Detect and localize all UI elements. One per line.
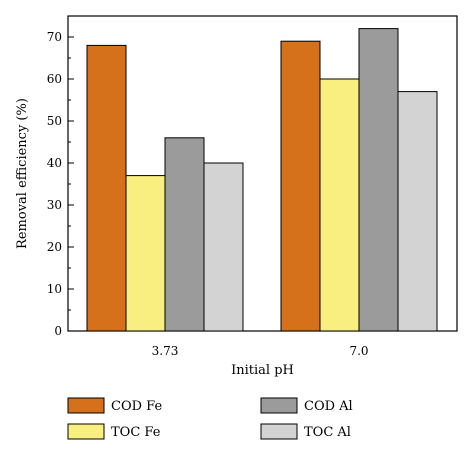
bars	[86, 28, 438, 332]
x-axis-title: Initial pH	[231, 363, 294, 378]
bar-cod-fe-3_73	[86, 44, 127, 332]
bar-cod-al-7_0	[358, 28, 399, 332]
y-tick-label: 20	[47, 240, 62, 254]
y-tick-label: 30	[47, 198, 62, 212]
bar-toc-fe-3_73	[125, 175, 166, 332]
y-tick-label: 70	[47, 30, 62, 44]
plot-frame	[67, 15, 458, 332]
legend-label-toc-fe: TOC Fe	[111, 425, 161, 440]
legend-swatch-cod-fe	[67, 397, 105, 414]
legend-label-cod-fe: COD Fe	[111, 399, 162, 414]
y-axis-title: Removal efficiency (%)	[15, 98, 30, 249]
y-tick-label: 0	[54, 324, 62, 338]
y-tick-label: 60	[47, 72, 62, 86]
legend-swatch-toc-fe	[67, 423, 105, 440]
y-tick-label: 50	[47, 114, 62, 128]
axes: 0 10 20 30 40 50 60 70 3.73 7.0	[47, 30, 369, 358]
legend-swatch-cod-al	[260, 397, 298, 414]
bar-toc-al-7_0	[397, 91, 438, 332]
bar-toc-fe-7_0	[319, 78, 360, 332]
legend: COD Fe TOC Fe COD Al TOC Al	[67, 397, 353, 440]
y-tick-label: 10	[47, 282, 62, 296]
x-tick-label: 7.0	[349, 344, 368, 358]
bar-toc-al-3_73	[203, 162, 244, 332]
legend-label-toc-al: TOC Al	[304, 425, 351, 440]
plot-area	[67, 15, 458, 332]
bar-cod-fe-7_0	[280, 40, 321, 332]
legend-label-cod-al: COD Al	[304, 399, 353, 414]
x-tick-label: 3.73	[152, 344, 179, 358]
y-tick-label: 40	[47, 156, 62, 170]
bar-cod-al-3_73	[164, 137, 205, 332]
legend-swatch-toc-al	[260, 423, 298, 440]
